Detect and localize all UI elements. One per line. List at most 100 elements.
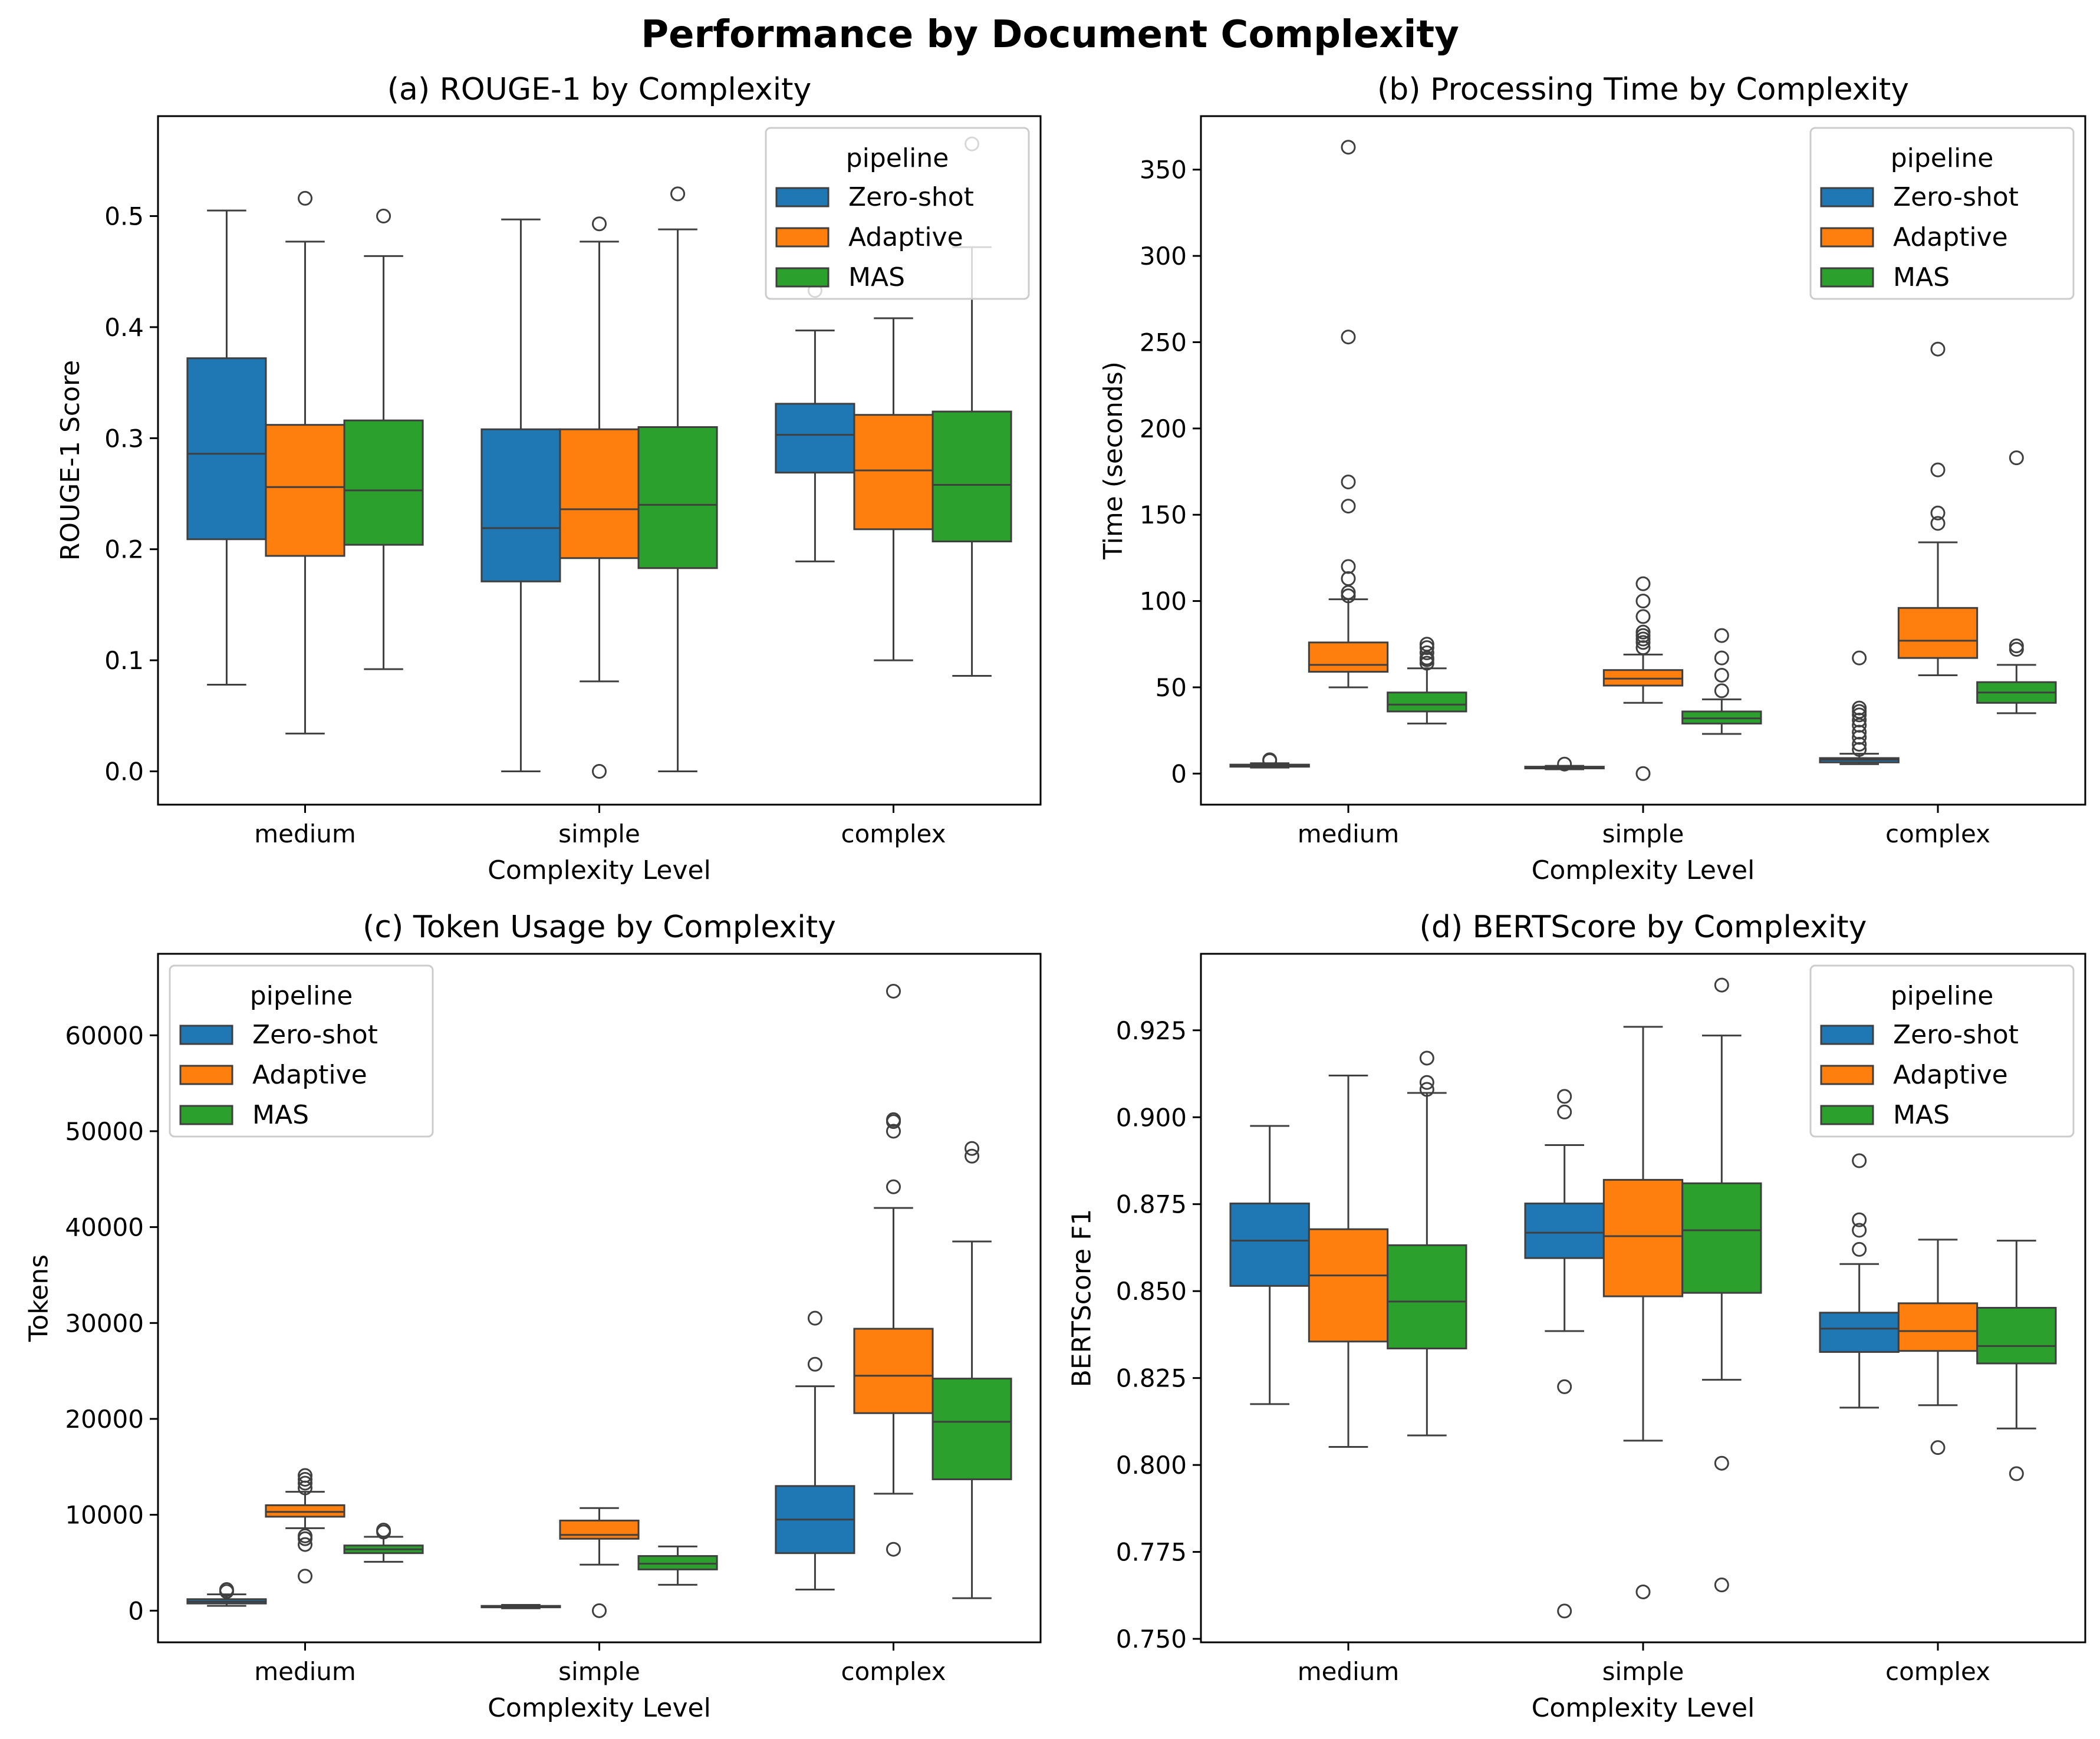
box-adaptive-simple bbox=[559, 216, 640, 779]
figure-title: Performance by Document Complexity bbox=[641, 13, 1459, 57]
outlier-point bbox=[1635, 1584, 1651, 1599]
box-body bbox=[1681, 1182, 1762, 1294]
legend-frame bbox=[765, 127, 1030, 300]
box-adaptive-medium bbox=[1308, 1074, 1389, 1448]
legend-label: Zero-shot bbox=[848, 182, 974, 212]
outlier-point bbox=[1635, 609, 1651, 624]
y-tick-label: 300 bbox=[1140, 242, 1187, 271]
legend-title: pipeline bbox=[846, 143, 949, 173]
outlier-point bbox=[1341, 330, 1356, 345]
outlier-point bbox=[1419, 645, 1434, 660]
outlier-point bbox=[886, 1124, 901, 1139]
y-tick-label: 0.800 bbox=[1116, 1451, 1187, 1480]
outlier-point bbox=[376, 209, 391, 224]
box-mas-complex bbox=[931, 136, 1012, 677]
y-tick-label: 0 bbox=[1171, 759, 1187, 788]
box-body bbox=[1524, 1203, 1605, 1259]
box-zero-shot-complex bbox=[1819, 1153, 1900, 1409]
box-body bbox=[931, 410, 1012, 543]
outlier-point bbox=[1557, 1089, 1572, 1104]
box-adaptive-medium bbox=[265, 190, 345, 735]
box-adaptive-medium bbox=[265, 1468, 345, 1584]
legend-swatch-mas bbox=[179, 1105, 233, 1125]
box-mas-simple bbox=[1681, 977, 1762, 1593]
legend-frame bbox=[169, 964, 434, 1138]
x-tick-label: medium bbox=[1298, 1657, 1400, 1686]
outlier-point bbox=[670, 186, 686, 202]
outlier-point bbox=[1852, 1241, 1867, 1257]
x-tick-label: complex bbox=[1885, 1657, 1990, 1686]
outlier-point bbox=[1930, 505, 1946, 521]
y-tick-label: 50 bbox=[1156, 673, 1187, 702]
outlier-point bbox=[1557, 1379, 1572, 1394]
box-body bbox=[1387, 1244, 1467, 1350]
box-body bbox=[853, 1328, 934, 1414]
x-axis-label: Complexity Level bbox=[488, 855, 711, 885]
legend-swatch-adaptive bbox=[1820, 227, 1874, 248]
y-tick-label: 150 bbox=[1140, 500, 1187, 529]
x-tick-label: medium bbox=[254, 1657, 356, 1686]
legend-label: Zero-shot bbox=[252, 1020, 378, 1050]
outlier-point bbox=[1341, 559, 1356, 574]
outlier-point bbox=[298, 1537, 312, 1552]
legend-label: MAS bbox=[252, 1100, 309, 1130]
legend-swatch-adaptive bbox=[1820, 1065, 1874, 1085]
panel-title: (c) Token Usage by Complexity bbox=[363, 910, 836, 945]
box-zero-shot-medium bbox=[1229, 752, 1310, 769]
box-zero-shot-simple bbox=[1524, 1089, 1605, 1619]
outlier-point bbox=[592, 1603, 607, 1618]
outlier-point bbox=[2009, 638, 2024, 654]
box-mas-medium bbox=[1387, 637, 1467, 724]
outlier-point bbox=[1714, 977, 1729, 993]
outlier-point bbox=[298, 1468, 312, 1483]
legend-title: pipeline bbox=[1891, 143, 1994, 173]
box-zero-shot-medium bbox=[186, 1582, 267, 1607]
box-body bbox=[343, 419, 424, 546]
outlier-point bbox=[965, 1148, 980, 1164]
box-adaptive-complex bbox=[853, 983, 934, 1557]
outlier-point bbox=[1635, 766, 1651, 781]
box-body bbox=[1229, 1203, 1310, 1287]
outlier-point bbox=[1557, 756, 1572, 772]
box-body bbox=[1387, 691, 1467, 713]
legend-label: Zero-shot bbox=[1893, 182, 2019, 212]
outlier-point bbox=[298, 1528, 312, 1543]
x-tick-label: simple bbox=[558, 819, 640, 848]
chart-panel-1: 0 50 100 150 200 250 300 350 medium simple complex… bbox=[1098, 72, 2086, 885]
legend-frame bbox=[1809, 127, 2075, 300]
y-axis-label: Time (seconds) bbox=[1098, 361, 1128, 560]
box-body bbox=[1602, 1178, 1684, 1297]
y-tick-label: 0.1 bbox=[104, 646, 144, 675]
outlier-point bbox=[1930, 341, 1946, 357]
y-tick-label: 40000 bbox=[65, 1213, 144, 1242]
legend-swatch-mas bbox=[775, 267, 830, 288]
outlier-point bbox=[1852, 1212, 1867, 1227]
box-zero-shot-simple bbox=[480, 1604, 561, 1609]
chart-panel-3: 0.750 0.775 0.800 0.825 0.850 0.875 0.900 0.925… bbox=[1067, 910, 2086, 1723]
box-body bbox=[853, 414, 934, 531]
outlier-point bbox=[1635, 640, 1651, 656]
y-tick-label: 0.850 bbox=[1116, 1277, 1187, 1306]
outlier-point bbox=[1930, 1440, 1946, 1455]
outlier-point bbox=[1635, 576, 1651, 591]
box-body bbox=[186, 357, 267, 541]
box-body bbox=[559, 1519, 640, 1540]
y-tick-label: 0.2 bbox=[104, 535, 144, 564]
outlier-point bbox=[1714, 628, 1729, 643]
outlier-point bbox=[298, 190, 312, 206]
outlier-point bbox=[1852, 742, 1867, 757]
box-zero-shot-simple bbox=[480, 218, 561, 772]
box-mas-complex bbox=[931, 1141, 1012, 1599]
legend-frame bbox=[1809, 964, 2075, 1138]
outlier-point bbox=[1341, 475, 1356, 490]
panel-title: (a) ROUGE-1 by Complexity bbox=[387, 72, 812, 107]
outlier-point bbox=[1557, 1104, 1572, 1119]
legend-label: Adaptive bbox=[1893, 222, 2008, 252]
box-zero-shot-complex bbox=[775, 283, 855, 562]
outlier-point bbox=[219, 1582, 234, 1598]
legend-label: Adaptive bbox=[252, 1060, 367, 1090]
legend-swatch-zero-shot bbox=[1820, 187, 1874, 208]
outlier-point bbox=[1635, 624, 1651, 640]
outlier-point bbox=[1714, 683, 1729, 699]
x-axis-label: Complexity Level bbox=[1532, 855, 1755, 885]
